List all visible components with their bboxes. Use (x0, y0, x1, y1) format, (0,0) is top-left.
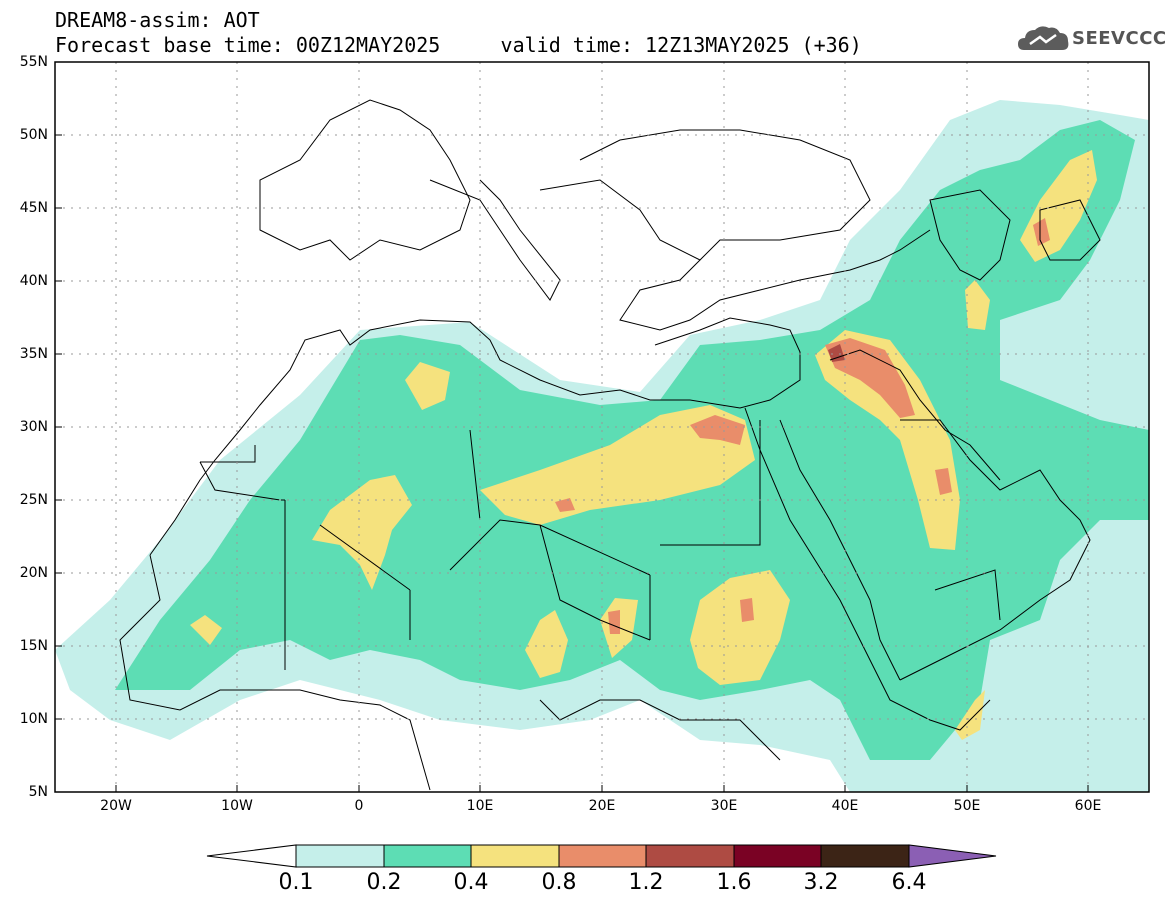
aot-level-0.8-e (555, 498, 575, 512)
lat-tick-label: 15N (19, 638, 48, 654)
lon-tick-label: 10W (221, 798, 253, 814)
colorbar-label: 0.1 (278, 870, 314, 895)
colorbar-label: 6.4 (891, 870, 927, 895)
aot-level-1.2 (828, 344, 845, 362)
aot-level-0.4-a (312, 475, 412, 590)
lat-tick-label: 5N (28, 784, 48, 800)
forecast-time-line: Forecast base time: 00Z12MAY2025 valid t… (55, 33, 862, 57)
base-time-label: Forecast base time: 00Z12MAY2025 (55, 33, 441, 57)
colorbar-label: 1.6 (716, 870, 752, 895)
aot-level-0.8-d (1033, 218, 1050, 246)
aot-level-0.8-c (935, 468, 952, 495)
aot-level-0.4-b (480, 405, 755, 525)
valid-time-label: valid time: 12Z13MAY2025 (+36) (500, 33, 862, 57)
lat-tick-label: 25N (19, 492, 48, 508)
coastlines-borders (119, 99, 1101, 791)
lat-tick-label: 20N (19, 565, 48, 581)
lat-tick-label: 50N (19, 127, 48, 143)
lon-tick-label: 30E (710, 798, 738, 814)
aot-level-0.8-a (690, 415, 745, 445)
cloud-logo-icon (1018, 26, 1069, 50)
map-title: DREAM8-assim: AOT (55, 8, 260, 32)
lat-tick-label: 10N (19, 711, 48, 727)
lon-tick-label: 10E (466, 798, 494, 814)
aot-level-0.8-g (608, 610, 620, 634)
colorbar-label: 0.4 (453, 870, 489, 895)
aot-level-0.4-d (525, 610, 568, 678)
lon-tick-label: 20E (588, 798, 616, 814)
colorbar-label: 0.8 (541, 870, 577, 895)
lat-tick-label: 40N (19, 273, 48, 289)
lon-tick-label: 20W (100, 798, 132, 814)
aot-level-0.8-b (825, 338, 915, 418)
colorbar-label: 0.2 (366, 870, 402, 895)
logo-text: SEEVCCC (1072, 28, 1165, 49)
colorbar-label: 1.2 (628, 870, 664, 895)
colorbar-label: 3.2 (803, 870, 839, 895)
aot-level-0.4-h (405, 362, 450, 410)
lon-tick-label: 50E (953, 798, 981, 814)
aot-level-0.4-c (690, 570, 790, 685)
lat-tick-label: 45N (19, 200, 48, 216)
aot-level-0.4-j (190, 615, 222, 645)
lat-tick-label: 55N (19, 54, 48, 70)
graticule (55, 62, 1149, 792)
lon-tick-label: 60E (1074, 798, 1102, 814)
aot-level-0.4-f (815, 330, 960, 550)
lon-tick-label: 0 (354, 798, 364, 814)
aot-level-0.8-f (740, 598, 754, 622)
aot-level-0.4-i (965, 280, 990, 330)
lat-tick-label: 35N (19, 346, 48, 362)
lat-tick-label: 30N (19, 419, 48, 435)
tick-marks (55, 134, 1089, 793)
lon-tick-label: 40E (831, 798, 859, 814)
